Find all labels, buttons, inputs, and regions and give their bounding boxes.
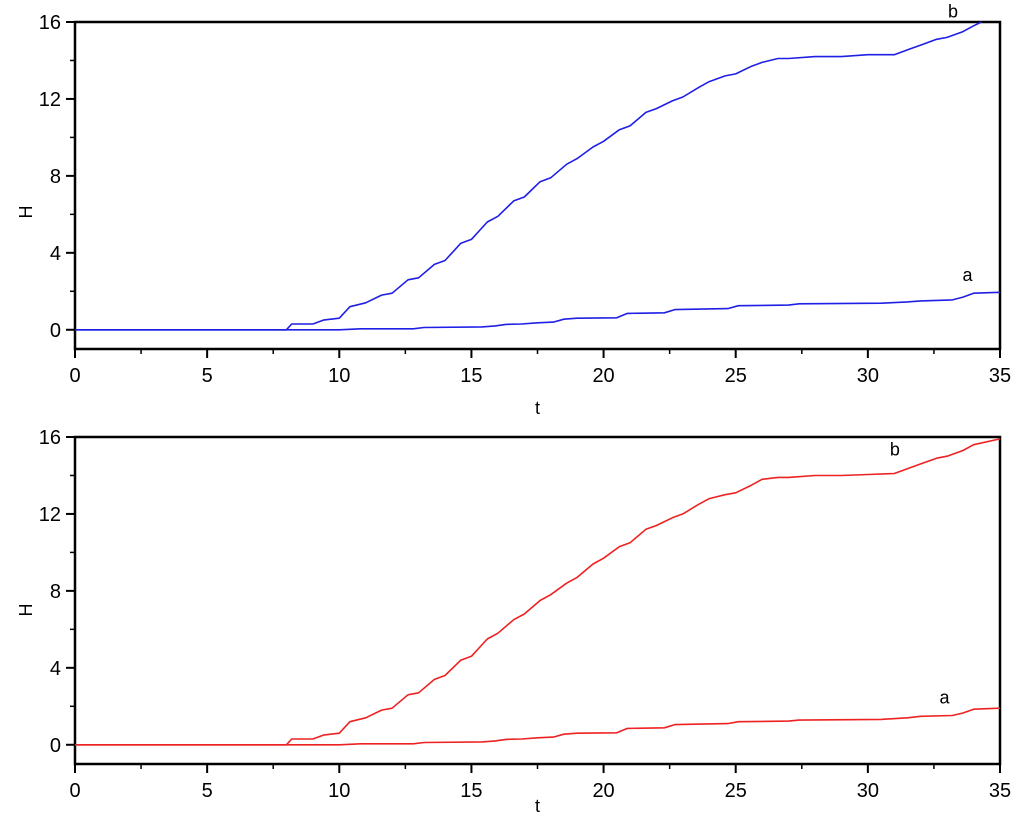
plot-frame [73, 20, 1002, 351]
y-tick-label: 4 [50, 658, 61, 680]
x-tick-label: 35 [989, 365, 1011, 387]
y-tick-label: 0 [50, 735, 61, 757]
y-tick-label: 0 [50, 320, 61, 342]
x-tick-label: 0 [69, 780, 80, 802]
x-tick-label: 5 [202, 365, 213, 387]
series-label-a: a [939, 688, 950, 708]
series-line-b [75, 438, 1001, 746]
y-axis-title: H [16, 604, 36, 617]
y-axis-title: H [16, 206, 36, 219]
series-label-b: b [890, 440, 900, 460]
bottom-line-chart: 0 5 10 15 20 25 30 35 0 4 8 12 16 t Hb a [16, 427, 1011, 816]
x-tick-label: 35 [989, 780, 1011, 802]
x-tick-label: 5 [202, 780, 213, 802]
y-tick-label: 8 [50, 581, 61, 603]
x-tick-label: 0 [69, 365, 80, 387]
x-tick-label: 30 [857, 780, 879, 802]
x-tick-label: 15 [460, 780, 482, 802]
x-axis-title: t [535, 398, 540, 418]
y-tick-label: 4 [50, 243, 61, 265]
series-label-a: a [962, 265, 973, 285]
y-tick-label: 8 [50, 166, 61, 188]
y-tick-label: 12 [39, 504, 61, 526]
x-tick-label: 30 [857, 365, 879, 387]
y-tick-label: 16 [39, 427, 61, 449]
x-tick-label: 10 [328, 365, 350, 387]
y-tick-label: 12 [39, 89, 61, 111]
x-tick-label: 20 [592, 780, 614, 802]
x-tick-label: 25 [725, 365, 747, 387]
top-line-chart: 0 5 10 15 20 25 30 35 0 4 8 12 16 t Hb a [16, 2, 1011, 418]
series-line-b [75, 21, 982, 331]
x-tick-label: 15 [460, 365, 482, 387]
series-line-a [75, 707, 1001, 746]
series-line-a [75, 291, 1001, 331]
x-tick-label: 20 [592, 365, 614, 387]
series-label-b: b [948, 2, 958, 22]
x-axis-title: t [535, 796, 540, 816]
x-tick-label: 25 [725, 780, 747, 802]
plot-frame [73, 435, 1002, 766]
y-tick-label: 16 [39, 12, 61, 34]
x-tick-label: 10 [328, 780, 350, 802]
